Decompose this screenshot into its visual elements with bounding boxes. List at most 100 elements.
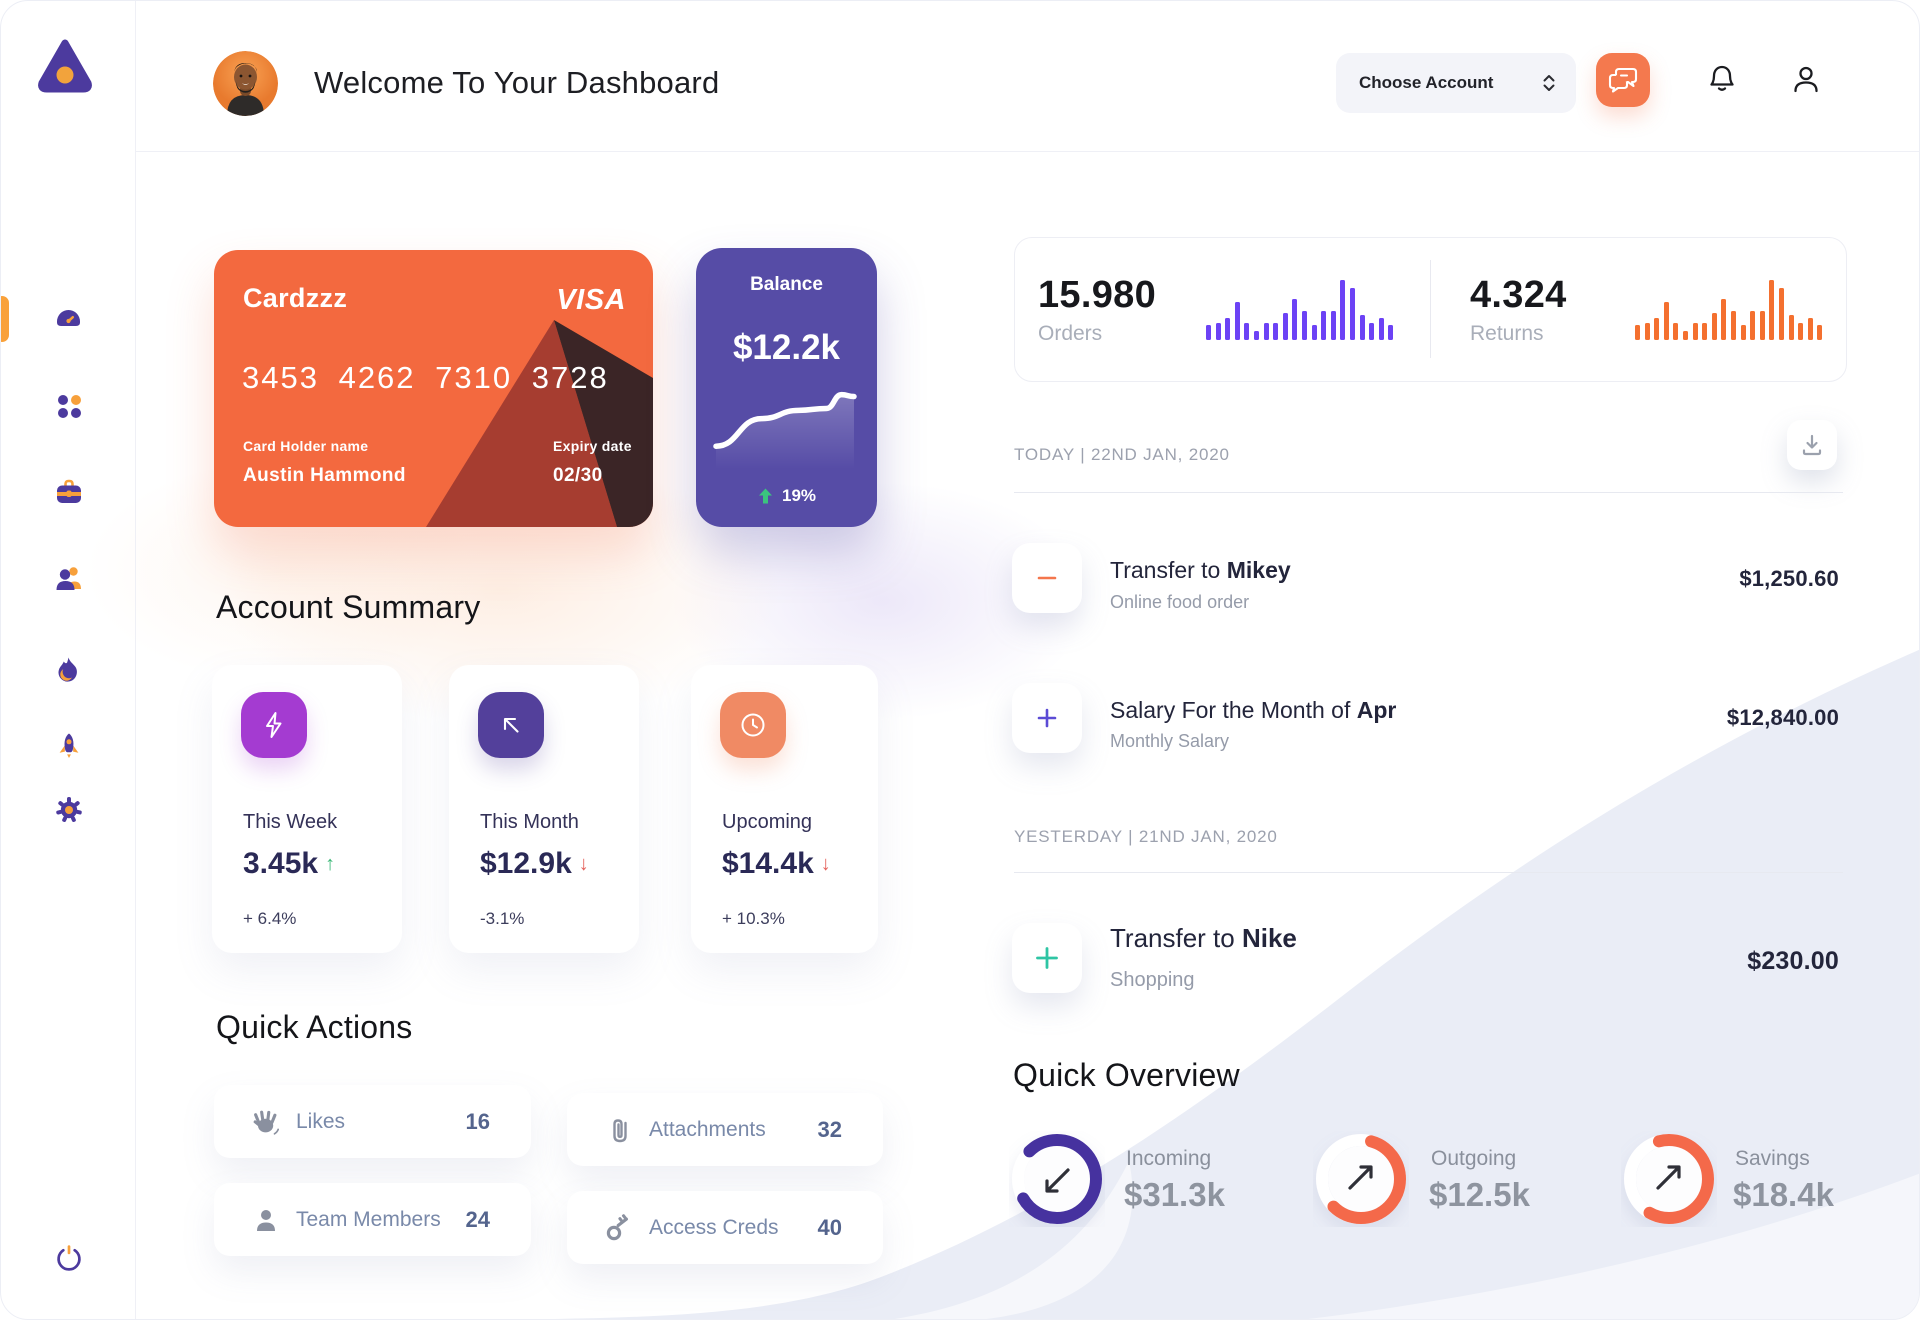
app-logo[interactable] — [36, 39, 94, 93]
outgoing-value: $12.5k — [1429, 1176, 1530, 1213]
returns-value: 4.324 — [1470, 274, 1567, 316]
orders-label: Orders — [1038, 322, 1103, 345]
summary-value: 3.45k ↑ — [243, 847, 336, 880]
tx-subtitle: Monthly Salary — [1110, 731, 1230, 751]
incoming-value: $31.3k — [1124, 1176, 1225, 1213]
quick-action-label: Team Members — [296, 1207, 441, 1231]
card-holder-label: Card Holder name — [243, 438, 369, 454]
tx-subtitle: Online food order — [1110, 592, 1250, 612]
summary-change: + 6.4% — [243, 909, 297, 928]
trend-down-icon: ↓ — [820, 852, 831, 875]
summary-card-this-week: This Week 3.45k ↑ + 6.4% — [212, 665, 402, 953]
sidebar-logout[interactable] — [1, 1243, 136, 1271]
quick-action-team-members[interactable]: Team Members 24 — [214, 1183, 531, 1256]
rocket-icon — [59, 733, 78, 758]
quick-action-label: Attachments — [649, 1117, 766, 1141]
waving-hand-icon — [251, 1108, 281, 1136]
summary-change: -3.1% — [480, 909, 525, 928]
quick-action-likes[interactable]: Likes 16 — [214, 1085, 531, 1158]
quick-action-attachments[interactable]: Attachments 32 — [567, 1093, 883, 1166]
quick-action-count: 40 — [817, 1214, 842, 1240]
chat-icon — [1608, 67, 1638, 93]
sidebar-item-trending[interactable] — [1, 656, 136, 684]
briefcase-icon — [56, 479, 81, 503]
messages-button[interactable] — [1596, 53, 1650, 107]
grid-icon — [57, 395, 81, 418]
savings-donut — [1624, 1134, 1714, 1224]
sidebar-item-settings[interactable] — [1, 796, 136, 824]
savings-value: $18.4k — [1733, 1176, 1834, 1213]
quick-action-label: Access Creds — [649, 1215, 779, 1239]
balance-title: Balance — [750, 274, 823, 295]
balance-card: Balance $12.2k 19% — [696, 248, 877, 527]
outgoing-donut — [1316, 1134, 1406, 1224]
incoming-donut — [1012, 1134, 1102, 1224]
card-name: Cardzzz — [243, 283, 348, 313]
sidebar-item-work[interactable] — [1, 479, 136, 505]
choose-account-dropdown[interactable]: Choose Account — [1336, 53, 1576, 113]
summary-change: + 10.3% — [722, 909, 785, 928]
profile-button[interactable] — [1790, 63, 1822, 95]
orders-bar-chart — [1206, 277, 1398, 340]
download-button[interactable] — [1787, 420, 1837, 470]
tx-section-today: TODAY | 22ND JAN, 2020 — [1014, 445, 1230, 464]
sidebar-item-apps[interactable] — [1, 393, 136, 419]
arrow-up-left-icon — [478, 692, 544, 758]
power-icon — [56, 1245, 81, 1271]
user-icon — [1794, 66, 1818, 93]
chevron-updown-icon — [1543, 75, 1555, 91]
sidebar-item-users[interactable] — [1, 565, 136, 591]
orders-returns-card: 15.980 Orders 4.324 Returns — [1014, 237, 1847, 382]
balance-change-value: 19% — [781, 486, 817, 505]
tx-section-yesterday: YESTERDAY | 21ND JAN, 2020 — [1014, 827, 1278, 846]
card-expiry: Expiry date 02/30 — [553, 438, 632, 487]
tx-amount: $1,250.60 — [1739, 566, 1839, 591]
tx-icon-plus — [1012, 683, 1082, 753]
trend-down-icon: ↓ — [578, 852, 589, 875]
quick-action-access-creds[interactable]: Access Creds 40 — [567, 1191, 883, 1264]
user-avatar[interactable] — [213, 51, 278, 116]
divider — [1014, 872, 1843, 873]
quick-action-count: 24 — [465, 1206, 490, 1232]
summary-label: This Week — [243, 811, 338, 833]
card-expiry-date: 02/30 — [553, 465, 603, 486]
outgoing-label: Outgoing — [1431, 1147, 1517, 1170]
tx-title: Transfer to Mikey — [1110, 557, 1291, 583]
tx-icon-plus — [1012, 923, 1082, 993]
speedometer-icon — [57, 310, 80, 326]
tx-title: Salary For the Month of Apr — [1110, 697, 1397, 723]
tx-amount: $230.00 — [1747, 947, 1839, 975]
card-number: 3453 4262 7310 3728 — [242, 360, 609, 395]
balance-change: 19% — [696, 486, 877, 506]
quick-action-label: Likes — [296, 1109, 346, 1133]
visa-logo: VISA — [556, 284, 626, 316]
sidebar-item-launch[interactable] — [1, 732, 136, 760]
card-holder: Card Holder name Austin Hammond — [243, 438, 406, 487]
sidebar — [1, 1, 136, 1319]
sidebar-active-indicator — [1, 296, 9, 342]
notifications-button[interactable] — [1706, 63, 1738, 95]
balance-line-chart — [713, 391, 857, 488]
key-icon — [604, 1213, 634, 1242]
download-icon — [1802, 434, 1822, 456]
savings-label: Savings — [1735, 1147, 1810, 1170]
summary-card-upcoming: Upcoming $14.4k ↓ + 10.3% — [691, 665, 878, 953]
page-title: Welcome To Your Dashboard — [314, 65, 720, 100]
bell-icon — [1710, 65, 1734, 91]
divider — [1014, 492, 1843, 493]
sidebar-item-dashboard[interactable] — [1, 305, 136, 332]
account-summary-heading: Account Summary — [216, 589, 481, 625]
tx-title: Transfer to Nike — [1110, 923, 1297, 953]
credit-card-art — [426, 320, 653, 527]
summary-card-this-month: This Month $12.9k ↓ -3.1% — [449, 665, 639, 953]
orders-value: 15.980 — [1038, 274, 1157, 316]
users-icon — [56, 567, 81, 590]
stats-divider — [1430, 260, 1431, 358]
trend-up-icon: ↑ — [325, 852, 336, 875]
paperclip-icon — [604, 1116, 634, 1144]
header: Welcome To Your Dashboard Choose Account — [136, 1, 1919, 152]
summary-label: This Month — [480, 811, 579, 833]
tx-amount: $12,840.00 — [1726, 705, 1839, 730]
flame-icon — [58, 657, 77, 682]
